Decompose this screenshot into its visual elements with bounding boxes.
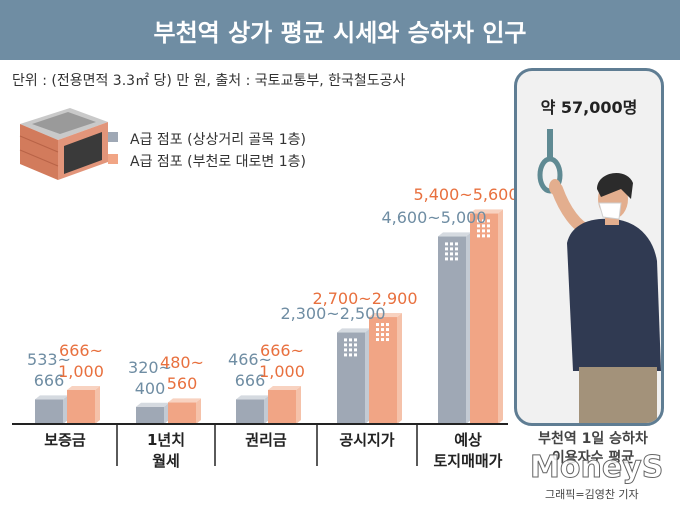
caption-line: 이용자수 평균 (551, 450, 635, 466)
value-label-line: 4,600~5,000 (381, 208, 487, 228)
bar-road-3 (369, 313, 402, 424)
value-label: 666~ 1,000 (227, 340, 337, 382)
commuter-illustration (537, 129, 661, 423)
value-label: 2,300~2,500 (278, 303, 388, 324)
category-label-line: 토지매매가 (433, 452, 503, 470)
value-label-line: 400 (134, 378, 166, 398)
category-label-line: 보증금 (44, 431, 86, 449)
value-label: 466~ 666 (195, 349, 305, 391)
caption-line: 부천역 1일 승하차 (538, 431, 648, 447)
title-bar: 부천역 상가 평균 시세와 승하차 인구 (0, 0, 680, 60)
value-label: 5,400~5,600 (411, 184, 521, 205)
value-label-line: 666~ (59, 341, 103, 360)
bars-group (35, 209, 503, 424)
value-label: 2,700~2,900 (310, 288, 420, 309)
watermark-logo: MoneyS (529, 450, 664, 486)
value-label-line: 466~ (228, 350, 272, 370)
bar-alley-1 (136, 402, 169, 424)
ridership-panel (514, 68, 664, 426)
bar-alley-3 (337, 328, 370, 424)
category-label: 공시지가 (317, 430, 417, 451)
value-label-line: 533~ (27, 350, 71, 370)
chart-title: 부천역 상가 평균 시세와 승하차 인구 (153, 19, 527, 47)
category-label: 권리금 (216, 430, 316, 451)
graphic-credit: 그래픽=김영찬 기자 (545, 488, 639, 501)
value-label-line: 2,300~2,500 (280, 304, 386, 324)
value-label-line: 560 (166, 374, 198, 394)
category-label-line: 월세 (152, 452, 180, 470)
value-label-line: 666 (234, 371, 266, 391)
value-label-line: 320~ (128, 357, 172, 377)
category-label-line: 예상 (454, 431, 482, 449)
bar-alley-2 (236, 395, 269, 424)
legend-swatch-orange (108, 154, 118, 164)
category-label-line: 1년치 (146, 431, 186, 449)
ridership-caption: 부천역 1일 승하차 이용자수 평균 (518, 430, 668, 468)
legend-label: A급 점포 (부천로 대로변 1층) (130, 154, 307, 170)
shop-icon (19, 108, 108, 180)
value-label-line: 2,700~2,900 (312, 289, 418, 309)
value-label-line: 5,400~5,600 (413, 185, 519, 205)
legend-label: A급 점포 (상상거리 골목 1층) (130, 132, 307, 148)
bar-road-4 (470, 209, 503, 424)
value-label-line: 666~ (260, 341, 304, 360)
value-label: 666~ 1,000 (26, 340, 136, 382)
category-label-line: 권리금 (245, 431, 287, 449)
chart-subtitle: 단위 : (전용면적 3.3㎡ 당) 만 원, 출처 : 국토교통부, 한국철도… (12, 73, 406, 89)
legend-swatch-gray (108, 132, 118, 142)
value-label: 480~ 560 (127, 352, 237, 394)
bar-road-0 (67, 386, 100, 424)
value-label: 320~ 400 (95, 357, 205, 399)
ridership-value: 약 57,000명 (540, 98, 638, 117)
category-label: 보증금 (15, 430, 115, 451)
value-label: 533~ 666 (0, 349, 104, 391)
value-label-line: 1,000 (58, 362, 104, 381)
bar-alley-4 (438, 232, 471, 424)
value-label: 4,600~5,000 (379, 207, 489, 228)
bar-road-2 (268, 386, 301, 424)
category-dividers (116, 424, 418, 466)
value-label-line: 1,000 (259, 362, 305, 381)
value-label-line: 666 (33, 371, 65, 391)
bar-road-1 (168, 398, 201, 424)
bar-alley-0 (35, 395, 68, 424)
value-label-line: 480~ (160, 353, 204, 373)
category-label-line: 공시지가 (339, 431, 395, 449)
